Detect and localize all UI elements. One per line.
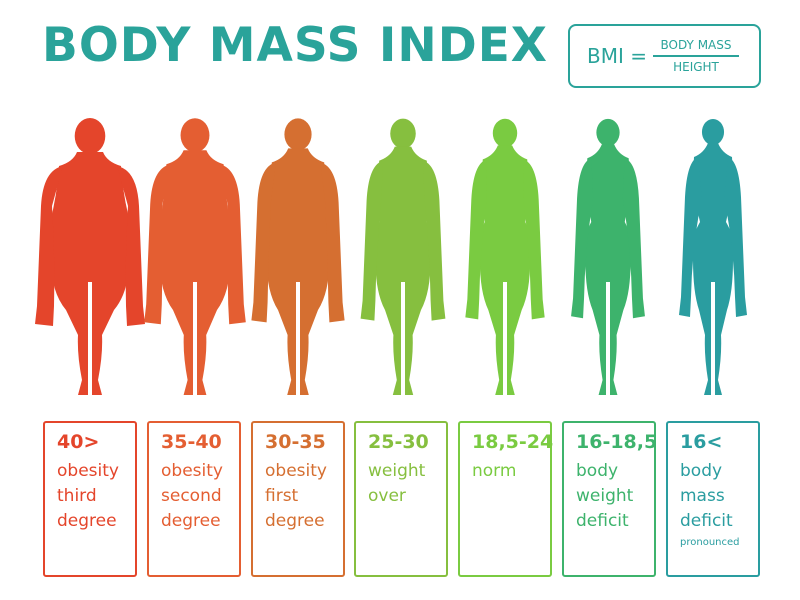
- right-arm-shape: [523, 159, 545, 320]
- silhouette-weight-over: [360, 118, 446, 395]
- right-arm-shape: [320, 162, 345, 323]
- body-shape: [156, 150, 234, 395]
- silhouette-body-mass-deficit: [679, 119, 747, 395]
- category-range: 40>: [57, 431, 100, 453]
- head-shape: [284, 118, 312, 151]
- right-arm-shape: [724, 157, 747, 317]
- category-description: body weight deficit: [576, 461, 634, 531]
- body-shape: [264, 148, 332, 395]
- category-description: obesity third degree: [57, 461, 119, 531]
- silhouette-obesity-first-degree: [251, 118, 345, 395]
- category-box-body-weight-deficit: 16-18,5 body weight deficit: [562, 421, 658, 577]
- category-box-obesity-second-degree: 35-40 obesity second degree: [147, 421, 241, 577]
- category-description: obesity second degree: [161, 461, 223, 531]
- category-range: 16-18,5: [576, 431, 658, 453]
- body-shape: [373, 146, 433, 395]
- page-title: BODY MASS INDEX: [42, 18, 549, 73]
- formula-lhs: BMI =: [587, 44, 647, 68]
- fraction-bar: [653, 55, 739, 57]
- category-range: 25-30: [368, 431, 429, 453]
- body-shape: [583, 144, 633, 395]
- head-shape: [390, 118, 416, 149]
- category-box-body-mass-deficit: 16< body mass deficit pronounced: [666, 421, 760, 577]
- left-arm-shape: [144, 164, 171, 325]
- right-arm-shape: [117, 166, 145, 326]
- category-box-norm: 18,5-24 norm: [458, 421, 554, 577]
- formula-denominator: HEIGHT: [673, 59, 719, 74]
- head-shape: [492, 118, 518, 148]
- silhouette-obesity-third-degree: [35, 118, 145, 395]
- body-shape: [477, 145, 533, 395]
- category-description: body mass deficit: [680, 461, 733, 531]
- category-note: pronounced: [680, 537, 740, 548]
- category-box-obesity-first-degree: 30-35 obesity first degree: [251, 421, 345, 577]
- right-arm-shape: [622, 158, 645, 319]
- category-range: 18,5-24: [472, 431, 554, 453]
- left-arm-shape: [571, 158, 594, 319]
- category-range: 16<: [680, 431, 723, 453]
- body-shape: [691, 143, 735, 395]
- right-arm-shape: [422, 160, 446, 321]
- category-box-obesity-third-degree: 40> obesity third degree: [43, 421, 137, 577]
- category-description: weight over: [368, 461, 426, 506]
- category-description: norm: [472, 461, 517, 481]
- silhouette-row: [0, 110, 800, 405]
- bmi-formula-box: BMI = BODY MASS HEIGHT: [568, 24, 761, 88]
- category-range: 35-40: [161, 431, 222, 453]
- left-arm-shape: [360, 160, 384, 321]
- silhouette-norm: [465, 118, 545, 395]
- head-shape: [180, 118, 210, 153]
- silhouette-body-weight-deficit: [571, 118, 645, 395]
- left-arm-shape: [465, 159, 487, 320]
- category-box-weight-over: 25-30 weight over: [354, 421, 448, 577]
- right-arm-shape: [219, 164, 246, 325]
- formula-fraction: BODY MASS HEIGHT: [653, 38, 739, 74]
- head-shape: [596, 118, 620, 147]
- left-arm-shape: [35, 166, 63, 326]
- silhouette-obesity-second-degree: [144, 118, 246, 395]
- category-description: obesity first degree: [265, 461, 327, 531]
- left-arm-shape: [251, 162, 276, 323]
- left-arm-shape: [679, 157, 702, 317]
- category-range: 30-35: [265, 431, 326, 453]
- formula-numerator: BODY MASS: [660, 38, 732, 53]
- head-shape: [701, 119, 725, 145]
- body-shape: [47, 152, 133, 395]
- head-shape: [74, 118, 106, 154]
